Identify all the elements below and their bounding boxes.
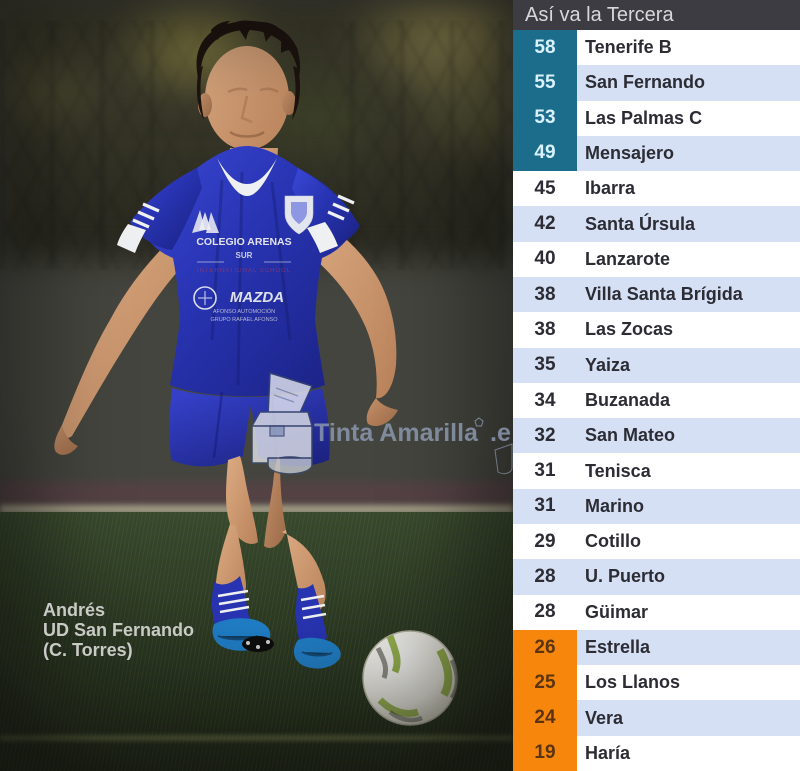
svg-text:SUR: SUR (236, 251, 253, 260)
svg-text:.e: .e (490, 419, 511, 447)
svg-text:MAZDA: MAZDA (230, 289, 284, 306)
svg-text:Tinta Amarilla: Tinta Amarilla (314, 419, 479, 447)
svg-text:INTERNATIONAL SCHOOL: INTERNATIONAL SCHOOL (197, 268, 291, 274)
svg-text:GRUPO RAFAEL AFONSO: GRUPO RAFAEL AFONSO (210, 317, 278, 323)
svg-text:COLEGIO ARENAS: COLEGIO ARENAS (196, 236, 291, 248)
svg-text:AFONSO AUTOMOCIÓN: AFONSO AUTOMOCIÓN (213, 308, 275, 315)
